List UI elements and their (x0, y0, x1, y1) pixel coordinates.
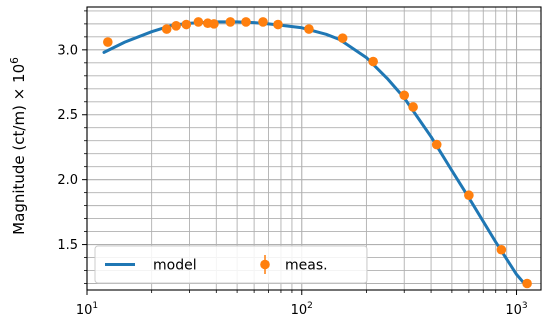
meas-point (181, 19, 192, 30)
meas-point (209, 19, 219, 29)
meas-point (408, 102, 418, 112)
legend-meas-swatch (260, 259, 270, 270)
x-axis: 101 102 103 (76, 290, 528, 318)
model-line (102, 20, 527, 287)
meas-point (496, 244, 507, 255)
plot-frame (86, 6, 542, 291)
legend-box (94, 245, 368, 284)
y-axis-label: Magnitude (ct/m) × 106 (9, 57, 28, 235)
meas-point (103, 37, 113, 47)
x-tick-label: 102 (291, 301, 313, 318)
legend: model meas. (94, 245, 368, 284)
meas-point (337, 33, 348, 43)
meas-point (464, 190, 474, 201)
meas-point (368, 56, 378, 67)
legend-model-label: model (153, 258, 197, 274)
meas-point (241, 17, 251, 27)
meas-point (522, 278, 532, 289)
meas-point (193, 17, 204, 27)
meas-point (399, 90, 410, 101)
x-tick-label: 101 (76, 301, 98, 318)
y-tick-label: 2.5 (57, 108, 78, 123)
meas-point (171, 21, 181, 31)
y-tick-label: 3.0 (57, 43, 78, 58)
meas-point (161, 24, 172, 34)
series-model (102, 20, 527, 287)
y-tick-label: 2.0 (57, 173, 78, 188)
meas-point (273, 19, 283, 30)
meas-point (258, 17, 268, 27)
x-tick-label: 103 (505, 301, 527, 318)
y-tick-label: 1.5 (57, 238, 78, 253)
meas-point (431, 139, 442, 150)
y-axis: 1.5 2.0 2.5 3.0 (57, 10, 87, 284)
major-grid (86, 7, 541, 290)
legend-meas-label: meas. (285, 258, 328, 274)
meas-point (225, 17, 236, 27)
meas-point (304, 24, 314, 34)
series-meas (103, 17, 532, 289)
